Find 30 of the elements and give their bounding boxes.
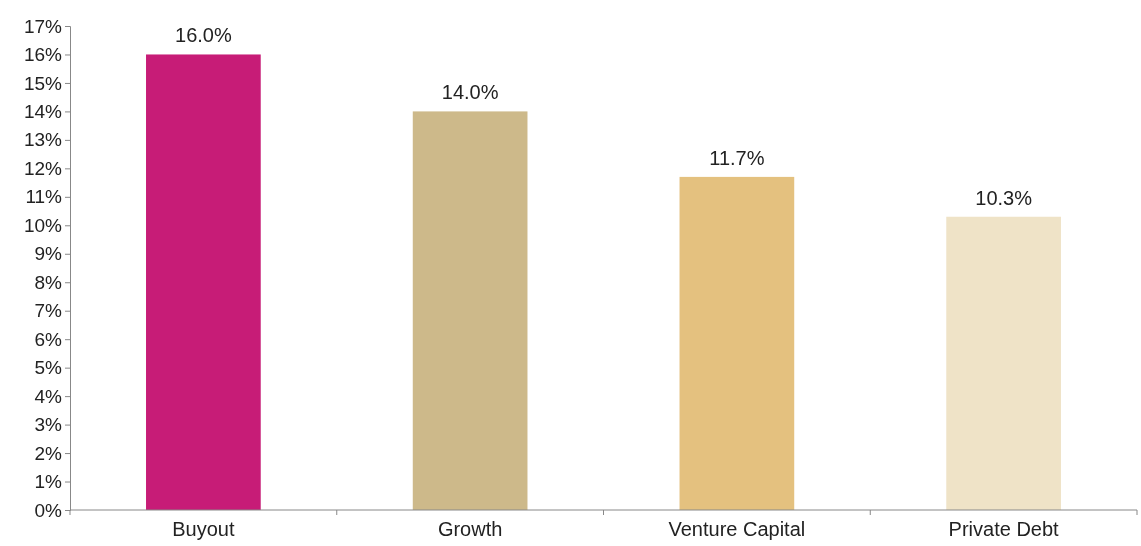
y-tick-label: 10% [23,214,63,236]
bar [412,111,528,510]
y-tick-label: 11% [25,186,63,208]
data-label: 14.0% [441,81,499,104]
y-tick-label: 15% [23,72,63,94]
y-tick-label: 13% [23,129,63,151]
y-tick-label: 2% [34,442,63,464]
y-tick-label: 16% [23,44,63,66]
y-tick-label: 9% [34,243,63,265]
x-tick-label: Venture Capital [668,518,806,540]
y-tick-label: 0% [34,499,63,521]
y-tick-label: 1% [34,471,63,493]
y-tick-label: 7% [34,300,63,322]
x-tick-label: Growth [437,518,503,540]
data-label: 11.7% [709,146,765,169]
y-tick-label: 17% [23,15,63,37]
y-tick-label: 12% [23,157,63,179]
x-tick-label: Buyout [172,518,235,540]
bar [679,176,795,510]
y-tick-label: 3% [34,414,63,436]
data-label: 10.3% [975,186,1033,209]
x-tick-label: Private Debt [948,518,1060,540]
data-label: 16.0% [175,24,232,47]
y-tick-label: 14% [23,100,63,122]
y-tick-label: 8% [34,271,63,293]
bar [146,54,261,510]
y-tick-label: 4% [34,385,63,407]
bar [946,216,1061,510]
y-tick-label: 6% [34,328,63,350]
y-tick-label: 5% [34,357,63,379]
